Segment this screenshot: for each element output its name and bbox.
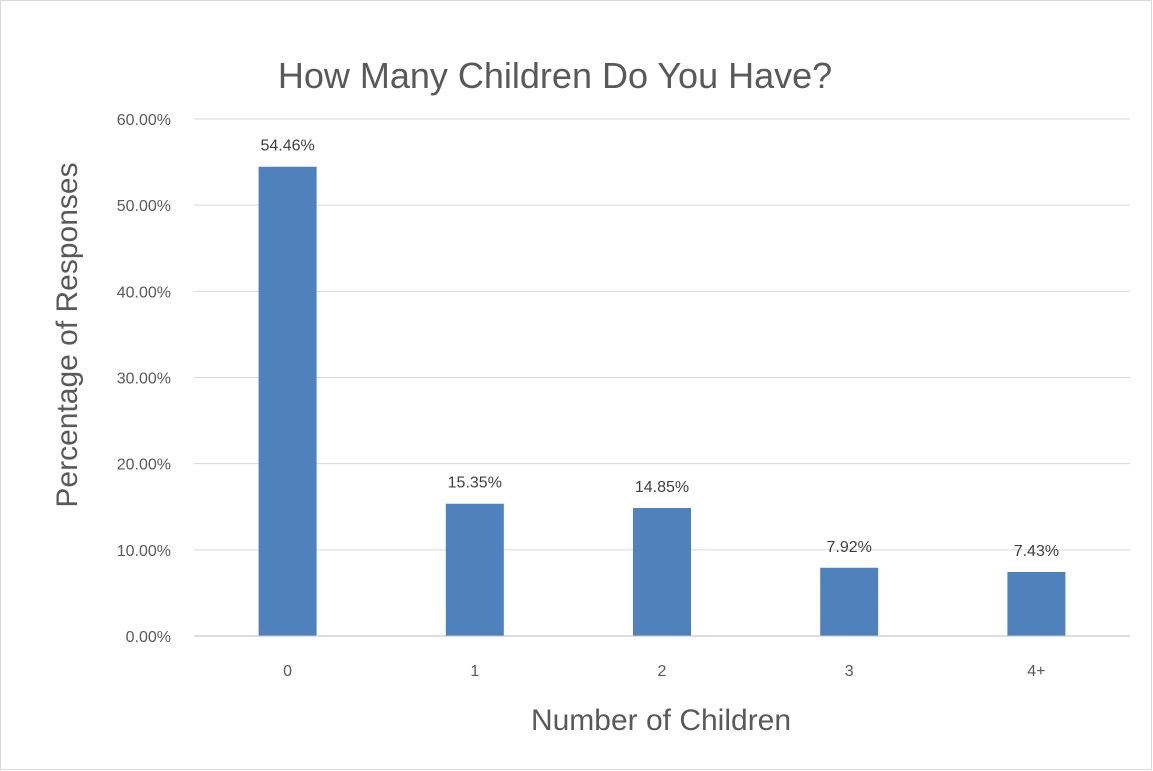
data-labels: 54.46% 15.35% 14.85% 7.92% 7.43% <box>260 138 1059 560</box>
data-label: 15.35% <box>448 475 502 492</box>
y-tick-label: 20.00% <box>117 457 171 474</box>
bar <box>633 508 691 636</box>
y-tick-label: 30.00% <box>117 371 171 388</box>
data-label: 54.46% <box>260 138 314 155</box>
bar <box>820 567 879 636</box>
x-tick-label: 0 <box>283 663 292 680</box>
data-label: 14.85% <box>635 479 689 496</box>
x-tick-label: 2 <box>658 663 667 680</box>
x-tick-label: 3 <box>845 663 854 680</box>
data-label: 7.92% <box>827 539 872 556</box>
gridlines <box>194 118 1130 551</box>
y-axis-ticks: 0.00% 10.00% 20.00% 30.00% 40.00% 50.00% 60.00… <box>117 112 171 646</box>
y-tick-label: 60.00% <box>117 112 171 129</box>
chart-title: How Many Children Do You Have? <box>278 55 832 96</box>
y-tick-label: 50.00% <box>117 198 171 215</box>
x-axis-title: Number of Children <box>531 704 791 737</box>
bar <box>445 503 504 636</box>
y-axis-title: Percentage of Responses <box>51 162 84 507</box>
x-tick-label: 4+ <box>1027 663 1045 680</box>
bar <box>1007 571 1066 636</box>
y-tick-label: 0.00% <box>126 629 171 646</box>
data-label: 7.43% <box>1014 543 1059 560</box>
bars <box>258 166 1066 636</box>
x-axis-ticks: 0 1 2 3 4+ <box>283 663 1045 680</box>
y-tick-label: 10.00% <box>117 543 171 560</box>
x-tick-label: 1 <box>470 663 479 680</box>
y-tick-label: 40.00% <box>117 284 171 301</box>
bar <box>258 166 317 636</box>
